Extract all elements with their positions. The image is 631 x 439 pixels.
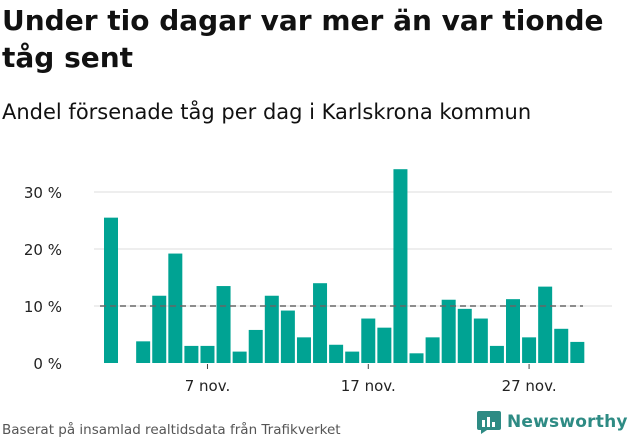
newsworthy-logo[interactable]: Newsworthy (476, 409, 628, 435)
bar[interactable] (280, 310, 295, 363)
bar[interactable] (168, 253, 183, 363)
y-tick-label: 0 % (33, 355, 62, 373)
y-tick-label: 30 % (24, 184, 62, 202)
bar[interactable] (489, 345, 504, 363)
bar[interactable] (441, 299, 456, 363)
bar[interactable] (538, 286, 553, 363)
chart-subtitle: Andel försenade tåg per dag i Karlskrona… (2, 100, 532, 124)
bar[interactable] (522, 337, 537, 363)
y-tick-label: 20 % (24, 241, 62, 259)
bar[interactable] (361, 318, 376, 363)
bar[interactable] (313, 283, 328, 363)
bar[interactable] (136, 341, 151, 363)
chart-title: Under tio dagar var mer än var tionde tå… (2, 4, 604, 74)
bar[interactable] (184, 345, 199, 363)
bar[interactable] (554, 328, 569, 363)
x-tick-label: 7 nov. (185, 377, 230, 395)
bar[interactable] (104, 217, 118, 363)
y-tick-label: 10 % (24, 298, 62, 316)
brand-name: Newsworthy (507, 412, 628, 432)
bar[interactable] (506, 299, 520, 363)
bar[interactable] (377, 327, 392, 363)
newsworthy-chart-icon (477, 411, 501, 434)
data-source-note: Baserat på insamlad realtidsdata från Tr… (2, 422, 341, 438)
bar[interactable] (296, 337, 311, 363)
bar-chart: 0 % 10 % 20 % 30 % 7 nov. 17 nov. 27 nov. (24, 169, 612, 395)
bar[interactable] (425, 337, 440, 363)
x-tick-label: 17 nov. (341, 377, 396, 395)
bar[interactable] (248, 329, 263, 363)
bar[interactable] (216, 286, 231, 363)
bar[interactable] (409, 353, 424, 363)
bar[interactable] (570, 341, 585, 363)
bar[interactable] (232, 351, 247, 363)
x-tick-label: 27 nov. (502, 377, 557, 395)
bar[interactable] (393, 169, 408, 363)
bar[interactable] (264, 295, 279, 363)
bar[interactable] (345, 351, 360, 363)
bar[interactable] (200, 345, 215, 363)
bar[interactable] (329, 344, 344, 363)
bar[interactable] (473, 318, 488, 363)
bar[interactable] (457, 308, 472, 363)
bar[interactable] (152, 295, 167, 363)
